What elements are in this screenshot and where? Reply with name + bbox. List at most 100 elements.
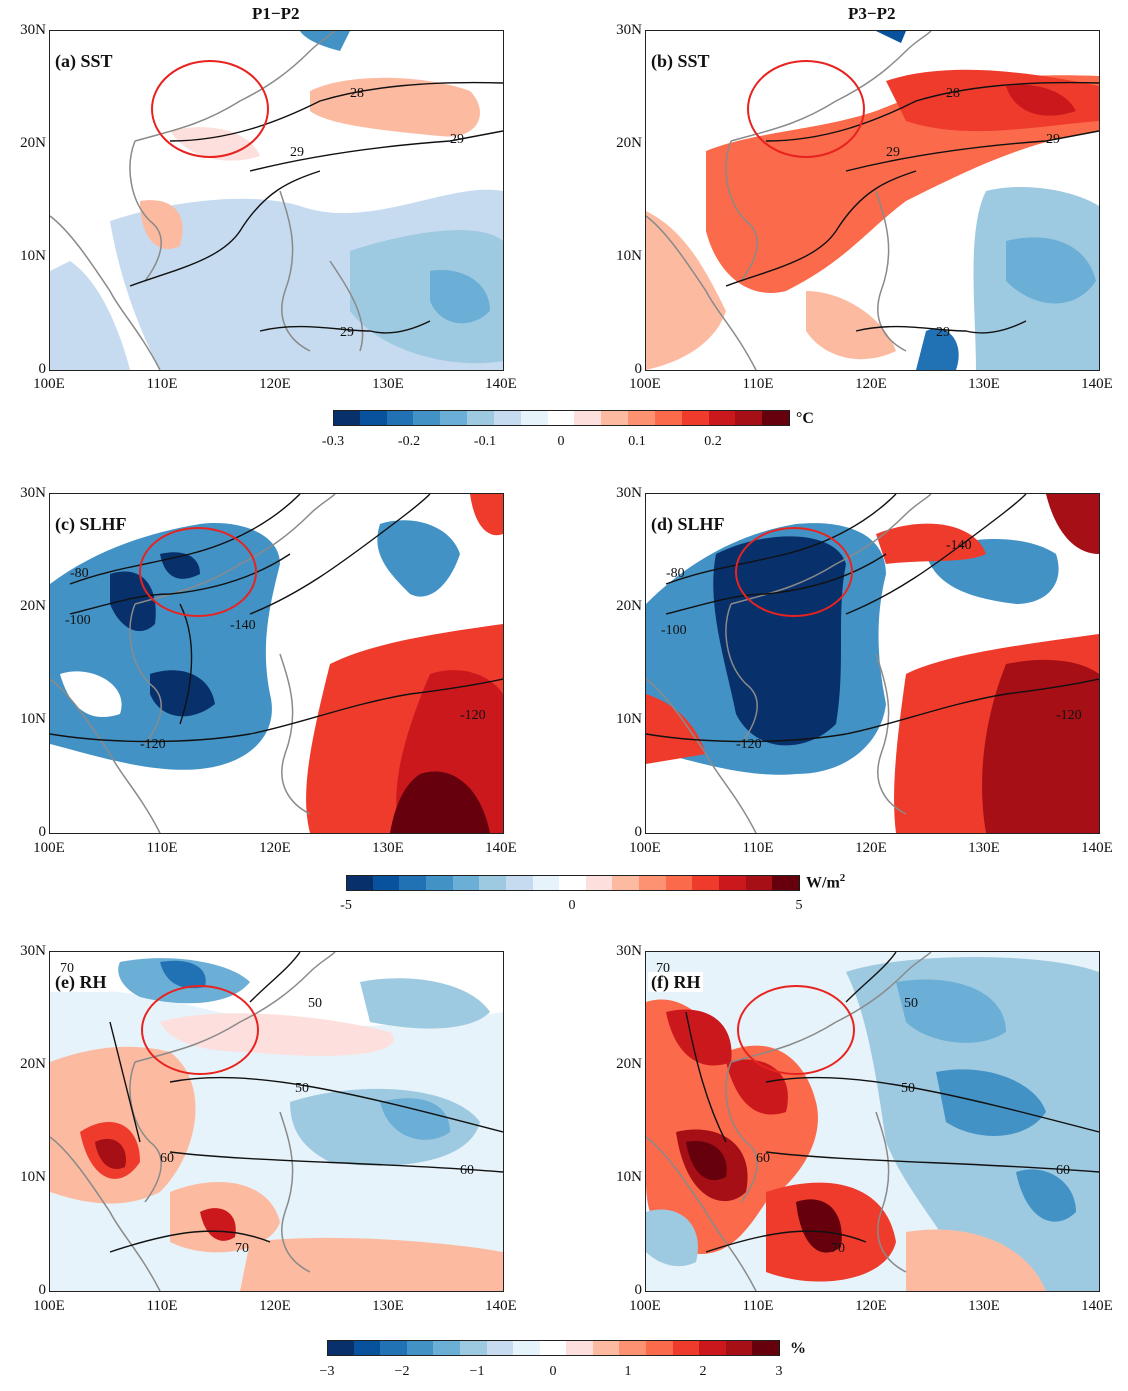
svg-text:60: 60 bbox=[756, 1151, 770, 1166]
tick: −3 bbox=[319, 1364, 335, 1379]
lat-label: 0 bbox=[634, 1282, 643, 1298]
tick: 0 bbox=[557, 434, 565, 449]
rh-pos-f2 bbox=[666, 1009, 732, 1066]
lon-label: 100E bbox=[629, 1298, 661, 1314]
sst-pos-a2 bbox=[140, 200, 183, 249]
lat-label: 20N bbox=[20, 135, 46, 151]
lon-label: 120E bbox=[855, 1298, 887, 1314]
unit-superscript: 2 bbox=[839, 872, 846, 884]
sst-pos-b3 bbox=[1006, 84, 1076, 116]
rh-pos-e1 bbox=[50, 1046, 196, 1204]
focus-circle bbox=[141, 985, 259, 1075]
sst-neg-a3 bbox=[430, 270, 490, 324]
lat-label: 30N bbox=[20, 485, 46, 501]
lon-label: 140E bbox=[485, 840, 517, 856]
map-d: -80 -100 -120 -140 -120 (d) SLHF bbox=[645, 493, 1100, 834]
lon-label: 130E bbox=[372, 1298, 404, 1314]
slhf-neg-d2 bbox=[713, 536, 846, 746]
column-title-left: P1−P2 bbox=[252, 4, 300, 23]
svg-text:60: 60 bbox=[1056, 1163, 1070, 1178]
svg-text:70: 70 bbox=[235, 1241, 249, 1256]
lat-label: 20N bbox=[616, 135, 642, 151]
lat-label: 20N bbox=[616, 598, 642, 614]
lat-label: 10N bbox=[616, 1169, 642, 1185]
svg-text:50: 50 bbox=[308, 996, 322, 1011]
focus-circle bbox=[747, 60, 865, 158]
focus-circle bbox=[737, 985, 855, 1075]
lat-label: 10N bbox=[20, 1169, 46, 1185]
colorbar-segment bbox=[762, 410, 790, 426]
sst-pos-b0 bbox=[646, 211, 726, 370]
lat-label: 30N bbox=[616, 22, 642, 38]
lat-label: 10N bbox=[616, 711, 642, 727]
rh-neg-f2 bbox=[896, 979, 1006, 1043]
lat-label: 10N bbox=[616, 248, 642, 264]
svg-text:-120: -120 bbox=[1056, 708, 1082, 723]
rh-neg-e3 bbox=[360, 978, 490, 1029]
lon-label: 110E bbox=[742, 840, 774, 856]
lon-label: 100E bbox=[629, 376, 661, 392]
sst-pos-b2 bbox=[886, 69, 1099, 132]
lon-label: 110E bbox=[146, 840, 178, 856]
tick: 0 bbox=[549, 1364, 557, 1379]
rh-pos-e6 bbox=[200, 1208, 236, 1241]
rh-pos-e3 bbox=[95, 1138, 126, 1170]
tick: 0.1 bbox=[628, 434, 646, 449]
panel-label-a: (a) SST bbox=[52, 51, 116, 71]
panel-label-f: (f) RH bbox=[648, 972, 704, 992]
svg-text:60: 60 bbox=[460, 1163, 474, 1178]
lon-label: 110E bbox=[146, 1298, 178, 1314]
map-e: 50 50 60 60 70 70 (e) RH bbox=[49, 951, 504, 1292]
panel-label-b: (b) SST bbox=[648, 51, 713, 71]
focus-circle bbox=[735, 527, 853, 617]
lon-label: 120E bbox=[855, 840, 887, 856]
focus-circle bbox=[151, 60, 269, 158]
tick: −2 bbox=[394, 1364, 410, 1379]
contour-label-29b: 29 bbox=[290, 145, 304, 160]
lon-label: 140E bbox=[1081, 840, 1113, 856]
lon-label: 130E bbox=[372, 840, 404, 856]
focus-circle bbox=[139, 527, 257, 617]
tick: -0.2 bbox=[397, 434, 421, 449]
colorbar-rh bbox=[327, 1340, 780, 1356]
svg-text:-100: -100 bbox=[661, 623, 687, 638]
lon-label: 140E bbox=[485, 376, 517, 392]
lat-label: 30N bbox=[616, 485, 642, 501]
lon-label: 110E bbox=[742, 376, 774, 392]
slhf-neg-c4 bbox=[150, 670, 215, 717]
svg-text:70: 70 bbox=[831, 1241, 845, 1256]
lat-label: 0 bbox=[38, 361, 47, 377]
sst-neg-a4 bbox=[50, 261, 130, 370]
rh-pos-e7 bbox=[240, 1237, 503, 1291]
sst-neg-b2 bbox=[1006, 237, 1096, 304]
colorbar-slhf-unit: W/m2 bbox=[806, 872, 845, 892]
rh-pos-e4 bbox=[160, 1013, 394, 1056]
sst-neg-a2 bbox=[350, 230, 503, 364]
tick: -5 bbox=[340, 898, 352, 913]
lon-label: 120E bbox=[259, 1298, 291, 1314]
colorbar-segment bbox=[772, 875, 800, 891]
colorbar-sst-unit: °C bbox=[796, 410, 814, 427]
colorbar-sst bbox=[333, 410, 790, 426]
lat-label: 0 bbox=[634, 824, 643, 840]
lat-label: 0 bbox=[634, 361, 643, 377]
lat-label: 30N bbox=[20, 22, 46, 38]
lat-label: 10N bbox=[20, 248, 46, 264]
tick: 1 bbox=[624, 1364, 632, 1379]
svg-text:-140: -140 bbox=[230, 618, 256, 633]
slhf-pos-c3 bbox=[390, 771, 490, 833]
colorbar-slhf bbox=[346, 875, 800, 891]
svg-text:-120: -120 bbox=[460, 708, 486, 723]
svg-text:-120: -120 bbox=[736, 737, 762, 752]
lon-label: 130E bbox=[968, 1298, 1000, 1314]
tick: 5 bbox=[795, 898, 803, 913]
rh-neg-f4 bbox=[1016, 1169, 1076, 1222]
svg-text:50: 50 bbox=[295, 1081, 309, 1096]
lat-label: 30N bbox=[616, 943, 642, 959]
contour-label-29c: 29 bbox=[340, 325, 354, 340]
map-b: 28 29 29 29 (b) SST bbox=[645, 30, 1100, 371]
lon-label: 130E bbox=[968, 376, 1000, 392]
lon-label: 110E bbox=[742, 1298, 774, 1314]
rh-neg-e2 bbox=[160, 960, 206, 989]
svg-text:50: 50 bbox=[901, 1081, 915, 1096]
